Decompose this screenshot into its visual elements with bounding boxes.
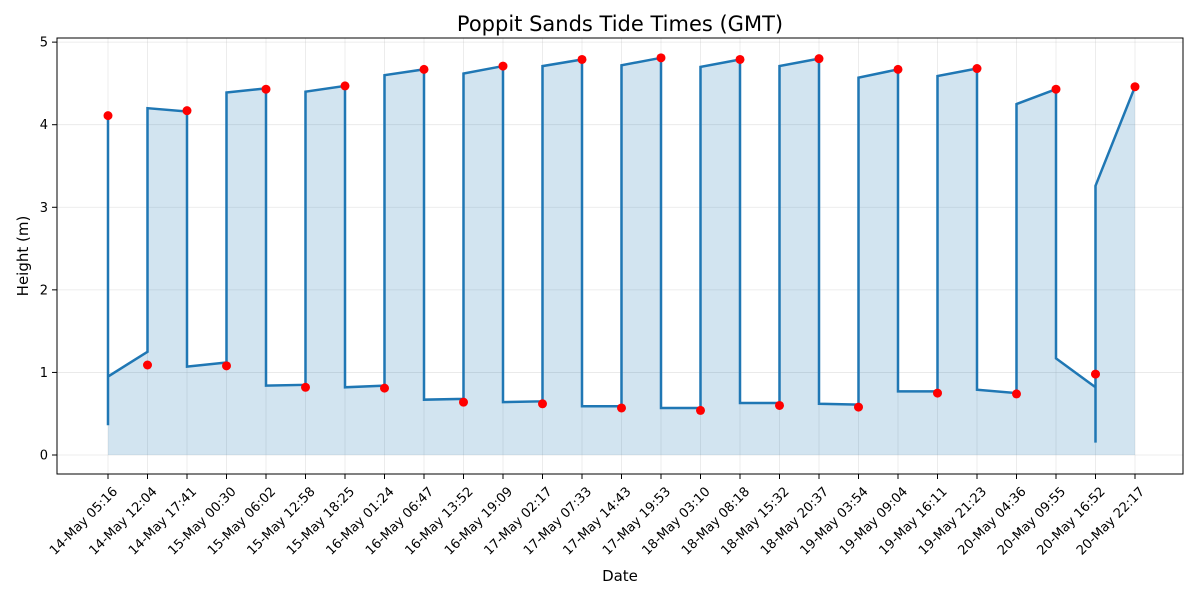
tide-point	[222, 361, 231, 371]
y-axis-title: Height (m)	[14, 216, 32, 297]
tide-point	[775, 400, 784, 410]
tide-point	[538, 399, 547, 409]
tide-point	[617, 403, 626, 413]
tide-point	[1051, 84, 1061, 94]
tide-point	[103, 111, 113, 121]
tide-point	[933, 388, 942, 398]
tide-point	[972, 64, 982, 74]
tide-point	[301, 382, 310, 392]
tide-point	[893, 64, 903, 74]
tide-point	[261, 84, 271, 94]
tide-point	[577, 54, 587, 64]
plot-frame	[56, 37, 1184, 475]
tide-point	[735, 54, 745, 64]
tide-points	[103, 53, 1140, 415]
y-tick-label: 1	[40, 366, 48, 381]
tide-point	[143, 360, 152, 370]
tide-point	[459, 397, 468, 407]
tide-point	[380, 383, 389, 393]
y-tick-label: 5	[40, 36, 48, 51]
x-axis-title: Date	[602, 567, 638, 585]
tide-point	[1130, 82, 1140, 92]
chart-title: Poppit Sands Tide Times (GMT)	[457, 12, 783, 36]
tide-point	[182, 106, 192, 116]
y-axis: 0 1 2 3 4 5	[40, 36, 57, 464]
tide-point	[854, 402, 863, 412]
y-tick-label: 0	[40, 449, 48, 464]
y-tick-label: 3	[40, 201, 48, 216]
tide-point	[1012, 389, 1021, 399]
tide-point	[814, 54, 824, 64]
tide-point	[419, 64, 429, 74]
tide-point	[1091, 369, 1100, 379]
tide-point	[498, 61, 508, 71]
y-tick-label: 2	[40, 283, 48, 298]
tide-point	[340, 81, 350, 91]
tide-point	[696, 405, 705, 415]
y-tick-label: 4	[40, 118, 48, 133]
tide-point	[656, 53, 666, 63]
